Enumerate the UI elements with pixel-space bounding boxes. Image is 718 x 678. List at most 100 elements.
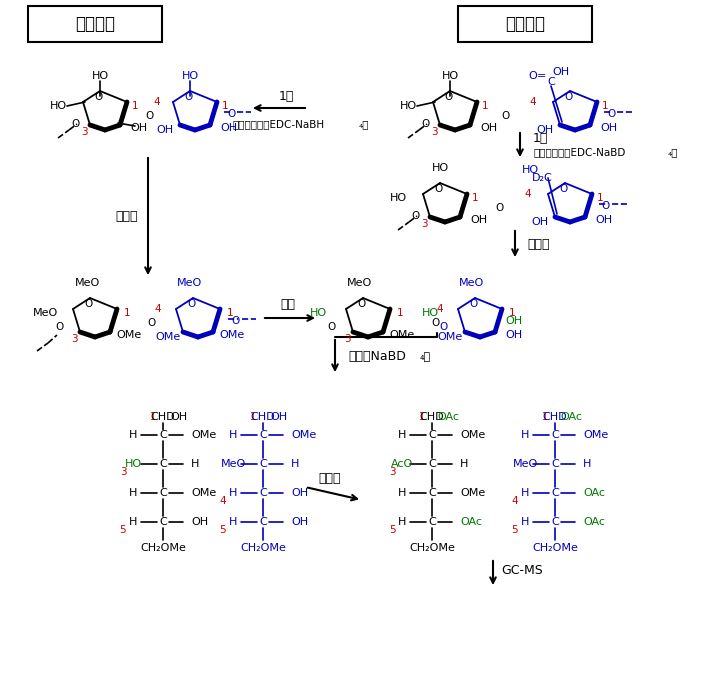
Text: CHD: CHD xyxy=(543,412,567,422)
Text: D₂C: D₂C xyxy=(531,173,552,183)
Text: 1: 1 xyxy=(250,412,256,422)
Text: 5: 5 xyxy=(120,525,126,535)
Text: 1: 1 xyxy=(508,308,516,318)
Text: CHD: CHD xyxy=(251,412,275,422)
Text: 3: 3 xyxy=(344,334,350,344)
Text: C: C xyxy=(551,517,559,527)
Text: H: H xyxy=(229,430,237,440)
Text: OH: OH xyxy=(536,125,554,135)
Text: 糖醛酸还原（EDC-NaBD: 糖醛酸还原（EDC-NaBD xyxy=(534,147,626,157)
Text: 5: 5 xyxy=(512,525,518,535)
Text: OH: OH xyxy=(271,412,288,422)
Text: C: C xyxy=(159,488,167,498)
Text: OMe: OMe xyxy=(155,332,181,342)
Text: HO: HO xyxy=(421,308,439,318)
Text: H: H xyxy=(129,517,137,527)
Text: C: C xyxy=(551,488,559,498)
Text: C: C xyxy=(428,517,436,527)
Text: HO: HO xyxy=(309,308,327,318)
Text: O: O xyxy=(231,316,239,326)
Text: 1: 1 xyxy=(131,101,139,111)
Text: 4: 4 xyxy=(530,97,536,107)
Text: MeO: MeO xyxy=(513,459,538,469)
Text: C: C xyxy=(551,459,559,469)
Text: OH: OH xyxy=(170,412,187,422)
Text: O: O xyxy=(55,322,63,332)
Text: O: O xyxy=(146,111,154,121)
Text: OH: OH xyxy=(470,215,488,225)
Text: OH: OH xyxy=(157,125,174,135)
Text: H: H xyxy=(129,430,137,440)
Text: O: O xyxy=(559,184,567,194)
Text: 5: 5 xyxy=(220,525,226,535)
Text: 水解: 水解 xyxy=(281,298,296,311)
Text: 1: 1 xyxy=(150,412,156,422)
Text: 1: 1 xyxy=(597,193,603,203)
Text: 甲基化: 甲基化 xyxy=(115,210,138,222)
Text: 中性多糖: 中性多糖 xyxy=(75,15,115,33)
Text: OH: OH xyxy=(291,517,308,527)
Text: C: C xyxy=(159,430,167,440)
Text: O: O xyxy=(607,109,615,119)
Text: ₄）: ₄） xyxy=(359,119,370,129)
Text: OMe: OMe xyxy=(116,330,141,340)
Text: OMe: OMe xyxy=(460,488,485,498)
Text: O: O xyxy=(564,92,572,102)
Text: OMe: OMe xyxy=(291,430,316,440)
Text: C: C xyxy=(259,459,267,469)
Text: OH: OH xyxy=(220,123,238,133)
Text: H: H xyxy=(398,517,406,527)
Text: 糖醛酸还原（EDC-NaBH: 糖醛酸还原（EDC-NaBH xyxy=(233,119,325,129)
Text: ₄）: ₄） xyxy=(420,352,431,362)
Text: O: O xyxy=(434,184,442,194)
Text: C: C xyxy=(551,430,559,440)
Text: O: O xyxy=(440,322,448,332)
Text: HO: HO xyxy=(91,71,108,81)
Text: OH: OH xyxy=(595,215,612,225)
Text: 乙酰化: 乙酰化 xyxy=(319,473,341,485)
Text: O: O xyxy=(328,322,336,332)
Text: C: C xyxy=(428,459,436,469)
Text: C: C xyxy=(259,488,267,498)
Text: MeO: MeO xyxy=(75,278,100,288)
Text: O: O xyxy=(421,119,429,129)
Text: 甲基化: 甲基化 xyxy=(527,237,549,250)
Text: CH₂OMe: CH₂OMe xyxy=(532,543,578,553)
Text: O: O xyxy=(358,299,365,309)
Text: 酸性多糖: 酸性多糖 xyxy=(505,15,545,33)
Text: CH₂OMe: CH₂OMe xyxy=(140,543,186,553)
Text: 3: 3 xyxy=(120,467,126,477)
Text: 1: 1 xyxy=(227,308,233,318)
Text: CHD: CHD xyxy=(151,412,175,422)
Text: H: H xyxy=(398,488,406,498)
Text: O: O xyxy=(431,318,439,328)
Text: 1份: 1份 xyxy=(533,132,549,144)
Text: O: O xyxy=(528,71,537,81)
Text: 还原（NaBD: 还原（NaBD xyxy=(348,351,406,363)
Text: O: O xyxy=(469,299,477,309)
FancyBboxPatch shape xyxy=(458,6,592,42)
Text: 1: 1 xyxy=(472,193,478,203)
Text: MeO: MeO xyxy=(348,278,373,288)
Text: =: = xyxy=(537,71,546,81)
Text: OH: OH xyxy=(552,67,569,77)
Text: OAc: OAc xyxy=(560,412,582,422)
Text: OAc: OAc xyxy=(437,412,459,422)
Text: OAc: OAc xyxy=(583,488,605,498)
Text: HO: HO xyxy=(442,71,459,81)
Text: O: O xyxy=(444,92,452,102)
Text: O: O xyxy=(602,201,610,211)
Text: 3: 3 xyxy=(388,467,396,477)
Text: H: H xyxy=(460,459,468,469)
Text: CH₂OMe: CH₂OMe xyxy=(240,543,286,553)
Text: OAc: OAc xyxy=(583,517,605,527)
Text: 5: 5 xyxy=(388,525,396,535)
Text: OH: OH xyxy=(131,123,148,133)
Text: H: H xyxy=(583,459,592,469)
Text: CH₂OMe: CH₂OMe xyxy=(409,543,455,553)
Text: ₄）: ₄） xyxy=(668,147,679,157)
Text: C: C xyxy=(428,430,436,440)
Text: 1: 1 xyxy=(602,101,608,111)
Text: OMe: OMe xyxy=(191,430,216,440)
Text: 1: 1 xyxy=(482,101,488,111)
